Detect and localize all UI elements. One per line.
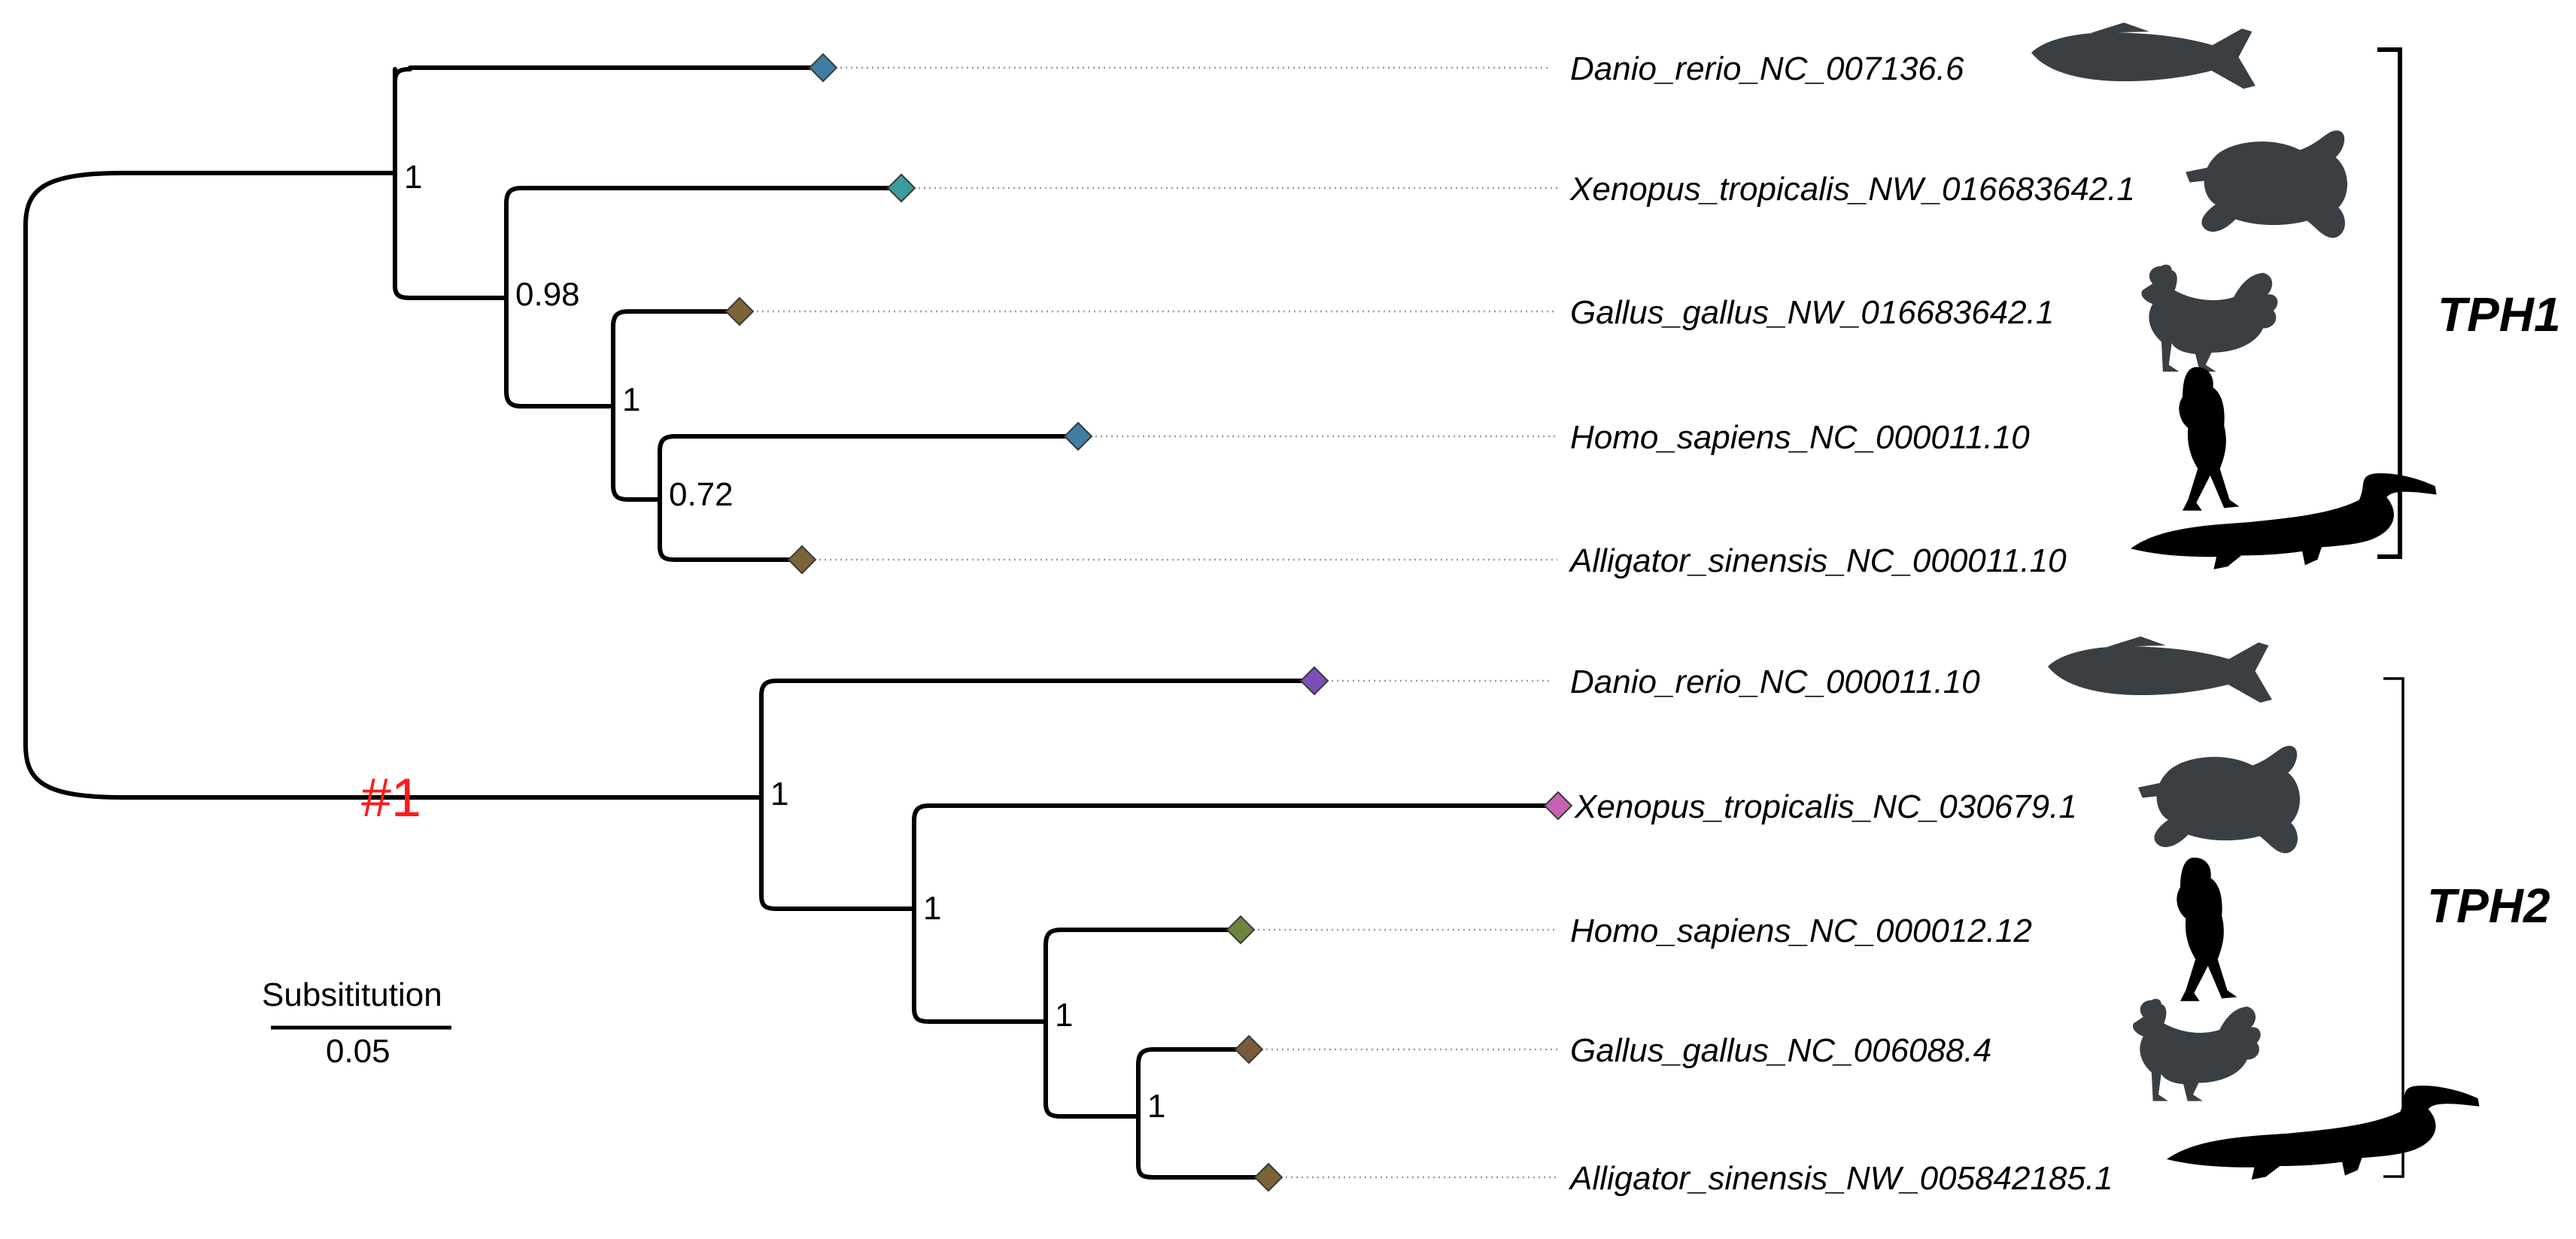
node-support-label: 1	[1055, 997, 1073, 1034]
taxon-label: Alligator_sinensis_NC_000011.10	[1568, 542, 2067, 579]
tip-marker-diamond	[787, 545, 817, 575]
fish-icon	[2031, 23, 2256, 89]
branch-m1-vertical	[759, 679, 779, 911]
scale-bar-title: Subsititution	[262, 976, 442, 1013]
clade-label-tph2: TPH2	[2427, 879, 2550, 933]
node-support-label: 0.72	[669, 476, 734, 513]
bracket-line	[2383, 677, 2404, 1178]
taxon-label: Homo_sapiens_NC_000012.12	[1570, 913, 2032, 949]
tip-marker-diamond	[1234, 1034, 1264, 1064]
human-icon	[2177, 858, 2237, 1001]
frog-icon	[2138, 746, 2301, 854]
tip-marker-diamond	[886, 173, 916, 203]
node-support-label: 1	[404, 159, 422, 196]
taxon-label: Xenopus_tropicalis_NW_016683642.1	[1569, 171, 2135, 208]
branch-n3-vertical	[611, 309, 630, 502]
node-support-label: 0.98	[515, 276, 580, 313]
branch-n1-upper	[393, 67, 412, 84]
branch-root	[23, 171, 126, 800]
tree-branches	[23, 65, 1560, 1180]
fish-icon	[2048, 636, 2272, 703]
tip-marker-diamond	[1253, 1162, 1283, 1192]
clade-bracket-tph2: TPH2	[2383, 677, 2550, 1178]
tip-marker-diamond	[808, 53, 838, 83]
support-values: 1 0.98 1 0.72 1 1 1 1	[404, 159, 1165, 1125]
branch-n4-vertical	[658, 434, 677, 562]
tip-markers	[724, 53, 1573, 1192]
bracket-line	[2377, 47, 2402, 559]
node-support-label: 1	[923, 890, 941, 927]
alligator-icon	[2167, 1086, 2480, 1180]
taxon-label: Danio_rerio_NC_000011.10	[1570, 664, 1980, 700]
clade-label-tph1: TPH1	[2438, 287, 2561, 342]
taxon-label: Alligator_sinensis_NW_005842185.1	[1568, 1160, 2113, 1197]
taxon-labels: Danio_rerio_NC_007136.6 Xenopus_tropical…	[1568, 50, 2135, 1197]
rooster-icon	[2141, 264, 2278, 372]
taxon-label: Gallus_gallus_NC_006088.4	[1570, 1032, 1991, 1069]
branch-n2-vertical	[504, 186, 524, 408]
human-icon	[2179, 367, 2240, 511]
taxon-label: Gallus_gallus_NW_016683642.1	[1570, 294, 2054, 331]
scale-bar: Subsititution 0.05	[262, 976, 451, 1070]
clade-bracket-tph1: TPH1	[2377, 47, 2561, 559]
branch-m4-vertical	[1136, 1047, 1156, 1180]
node-support-label: 1	[622, 381, 640, 418]
tip-marker-diamond	[1226, 915, 1256, 945]
tip-marker-diamond	[1063, 421, 1093, 451]
frog-icon	[2186, 130, 2348, 238]
taxon-label: Danio_rerio_NC_007136.6	[1570, 50, 1964, 87]
tip-marker-diamond	[1299, 666, 1329, 696]
branch-m2-vertical	[912, 803, 931, 1024]
leader-lines	[752, 66, 1557, 1179]
tip-marker-diamond	[724, 296, 755, 326]
rooster-icon	[2132, 998, 2261, 1101]
taxon-label: Homo_sapiens_NC_000011.10	[1570, 419, 2030, 456]
node-support-label: 1	[770, 776, 788, 812]
taxon-label: Xenopus_tropicalis_NC_030679.1	[1574, 788, 2077, 825]
event-marker-label: #1	[361, 768, 421, 828]
node-support-label: 1	[1147, 1088, 1165, 1125]
scale-bar-value: 0.05	[326, 1033, 390, 1070]
branch-m3-vertical	[1043, 928, 1063, 1119]
tip-marker-diamond	[1543, 791, 1573, 821]
